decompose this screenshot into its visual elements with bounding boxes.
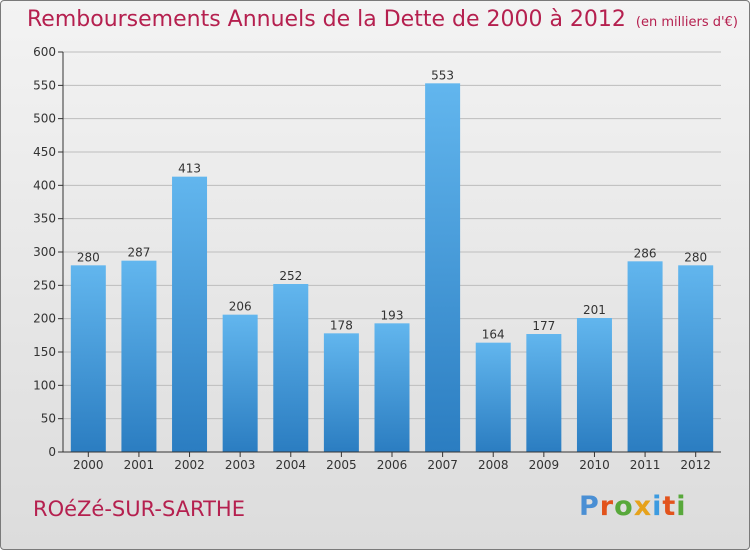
x-tick-label-2004: 2004 <box>275 458 306 472</box>
x-tick-label-2007: 2007 <box>427 458 458 472</box>
bar-2012 <box>678 265 714 452</box>
data-label-2003: 206 <box>229 300 252 314</box>
y-tick-label: 200 <box>33 312 56 326</box>
data-label-2002: 413 <box>178 162 201 176</box>
data-label-2006: 193 <box>381 308 404 322</box>
logo-letter: t <box>662 491 677 522</box>
x-tick-label-2006: 2006 <box>377 458 408 472</box>
x-tick-label-2003: 2003 <box>225 458 256 472</box>
data-label-2008: 164 <box>482 328 505 342</box>
logo-letter: i <box>676 491 687 522</box>
y-tick-label: 0 <box>48 445 56 459</box>
x-tick-label-2002: 2002 <box>174 458 205 472</box>
bar-2010 <box>576 318 612 452</box>
y-tick-label: 150 <box>33 345 56 359</box>
y-tick-label: 100 <box>33 378 56 392</box>
y-tick-label: 600 <box>33 45 56 59</box>
chart-unit: (en milliers d'€) <box>635 15 738 30</box>
data-label-2004: 252 <box>279 269 302 283</box>
data-label-2012: 280 <box>684 250 707 264</box>
y-tick-label: 250 <box>33 278 56 292</box>
y-tick-label: 500 <box>33 112 56 126</box>
bar-2009 <box>526 334 562 452</box>
bar-2011 <box>627 261 663 452</box>
x-tick-label-2009: 2009 <box>529 458 560 472</box>
bar-2008 <box>475 342 511 452</box>
commune-name: ROéZé-SUR-SARTHE <box>33 497 245 521</box>
y-tick-label: 300 <box>33 245 56 259</box>
logo-letter: i <box>652 491 663 522</box>
bars <box>70 83 714 452</box>
bar-2001 <box>121 260 157 452</box>
data-label-2009: 177 <box>532 319 555 333</box>
logo-letter: r <box>599 491 615 522</box>
data-label-2011: 286 <box>634 246 657 260</box>
y-tick-label: 400 <box>33 178 56 192</box>
bar-2007 <box>425 83 461 452</box>
x-tick-label-2008: 2008 <box>478 458 509 472</box>
data-label-2001: 287 <box>127 246 150 260</box>
data-label-2007: 553 <box>431 68 454 82</box>
y-tick-label: 350 <box>33 212 56 226</box>
data-label-2005: 178 <box>330 318 353 332</box>
bar-2002 <box>172 176 208 452</box>
logo-letter: o <box>614 491 634 522</box>
x-tick-label-2011: 2011 <box>630 458 661 472</box>
logo-letter: P <box>579 491 600 522</box>
data-label-2010: 201 <box>583 303 606 317</box>
x-tick-label-2012: 2012 <box>680 458 711 472</box>
y-tick-label: 550 <box>33 78 56 92</box>
data-labels: 280 287 413 206 252 178 193 553 164 177 201 286 280 <box>77 68 707 341</box>
bar-2006 <box>374 323 410 452</box>
x-tick-label-2001: 2001 <box>124 458 155 472</box>
bar-2003 <box>222 314 258 452</box>
x-axis-ticks: 2000 2001 2002 2003 2004 2005 2006 2007 2008 2009… <box>73 452 711 472</box>
logo-letter: x <box>633 491 653 522</box>
y-axis-ticks: 0 50 100 150 200 250 300 350 400 450 500 550 600 <box>33 45 63 459</box>
x-tick-label-2005: 2005 <box>326 458 357 472</box>
y-tick-label: 50 <box>41 412 56 426</box>
x-tick-label-2000: 2000 <box>73 458 104 472</box>
chart-title: Remboursements Annuels de la Dette de 20… <box>27 7 738 32</box>
bar-2004 <box>273 284 309 452</box>
data-label-2000: 280 <box>77 250 100 264</box>
x-tick-label-2010: 2010 <box>579 458 610 472</box>
bar-2005 <box>323 333 359 452</box>
y-tick-label: 450 <box>33 145 56 159</box>
chart-title-text: Remboursements Annuels de la Dette de 20… <box>27 7 626 32</box>
bar-2000 <box>70 265 106 452</box>
proxiti-logo: Proxiti <box>579 491 687 522</box>
